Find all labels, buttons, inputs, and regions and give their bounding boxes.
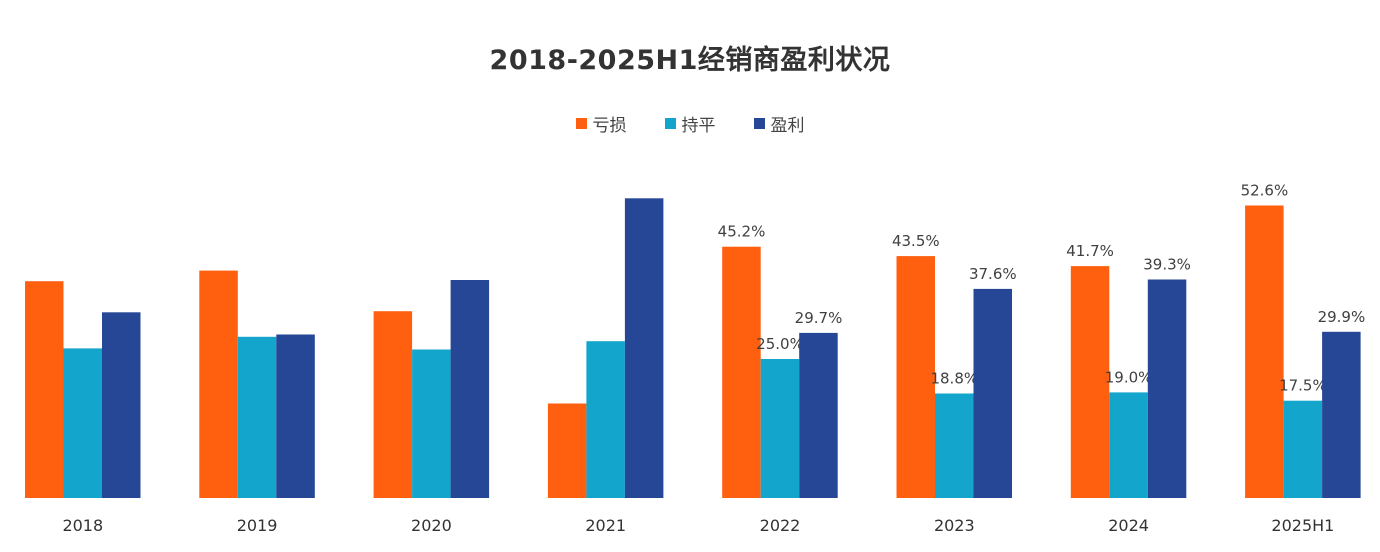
data-label-profit-2025H1: 29.9% bbox=[1318, 308, 1366, 326]
x-tick-label-2023: 2023 bbox=[934, 516, 975, 535]
legend-item-profit: 盈利 bbox=[753, 111, 805, 136]
bar-breakeven-2019 bbox=[237, 336, 277, 498]
bar-loss-2022 bbox=[722, 246, 761, 498]
bar-loss-2019 bbox=[199, 270, 238, 498]
x-tick-label-2020: 2020 bbox=[411, 516, 452, 535]
x-tick-label-2025H1: 2025H1 bbox=[1271, 516, 1334, 535]
bar-breakeven-2018 bbox=[63, 348, 102, 498]
legend-swatch-breakeven bbox=[664, 118, 676, 129]
chart-title: 2018-2025H1经销商盈利状况 bbox=[489, 45, 891, 76]
legend-label-breakeven: 持平 bbox=[681, 116, 716, 136]
x-tick-label-2021: 2021 bbox=[585, 516, 626, 535]
bar-loss-2018 bbox=[25, 281, 64, 498]
bar-loss-2020 bbox=[373, 311, 413, 498]
data-label-loss-2025H1: 52.6% bbox=[1241, 182, 1289, 200]
legend-item-loss: 亏损 bbox=[575, 111, 627, 136]
data-label-loss-2023: 43.5% bbox=[892, 232, 940, 250]
data-label-loss-2022: 45.2% bbox=[718, 223, 766, 241]
data-label-profit-2024: 39.3% bbox=[1143, 256, 1191, 274]
legend-swatch-profit bbox=[753, 118, 765, 129]
bar-loss-2025H1 bbox=[1245, 205, 1284, 498]
bar-breakeven-2020 bbox=[412, 349, 451, 498]
x-tick-label-2018: 2018 bbox=[62, 516, 103, 535]
bar-profit-2018 bbox=[102, 312, 141, 498]
bar-loss-2023 bbox=[896, 256, 935, 498]
bar-profit-2024 bbox=[1147, 279, 1187, 498]
data-label-breakeven-2022: 25.0% bbox=[756, 335, 804, 353]
data-label-breakeven-2024: 19.0% bbox=[1105, 368, 1153, 386]
bar-breakeven-2021 bbox=[586, 341, 625, 498]
data-label-profit-2022: 29.7% bbox=[795, 309, 843, 327]
bar-profit-2022 bbox=[799, 332, 838, 498]
legend: 亏损 持平 盈利 bbox=[0, 111, 1380, 136]
bar-loss-2021 bbox=[547, 403, 587, 498]
data-label-breakeven-2023: 18.8% bbox=[930, 370, 978, 388]
bar-breakeven-2024 bbox=[1109, 392, 1148, 498]
bar-breakeven-2025H1 bbox=[1283, 400, 1323, 498]
x-tick-label-2024: 2024 bbox=[1108, 516, 1149, 535]
bar-profit-2019 bbox=[276, 334, 315, 498]
legend-label-profit: 盈利 bbox=[770, 116, 805, 136]
legend-label-loss: 亏损 bbox=[592, 116, 627, 136]
data-label-loss-2024: 41.7% bbox=[1066, 242, 1114, 260]
x-tick-label-2022: 2022 bbox=[760, 516, 801, 535]
data-label-breakeven-2025H1: 17.5% bbox=[1279, 377, 1327, 395]
bar-profit-2023 bbox=[973, 288, 1012, 498]
bar-profit-2020 bbox=[450, 280, 490, 498]
data-label-profit-2023: 37.6% bbox=[969, 265, 1017, 283]
legend-swatch-loss bbox=[575, 118, 587, 129]
bar-breakeven-2023 bbox=[935, 393, 974, 498]
x-tick-label-2019: 2019 bbox=[237, 516, 278, 535]
bar-profit-2021 bbox=[624, 198, 664, 499]
bar-breakeven-2022 bbox=[760, 359, 800, 498]
legend-item-breakeven: 持平 bbox=[664, 111, 716, 136]
bar-profit-2025H1 bbox=[1322, 331, 1361, 498]
bar-loss-2024 bbox=[1070, 266, 1110, 498]
